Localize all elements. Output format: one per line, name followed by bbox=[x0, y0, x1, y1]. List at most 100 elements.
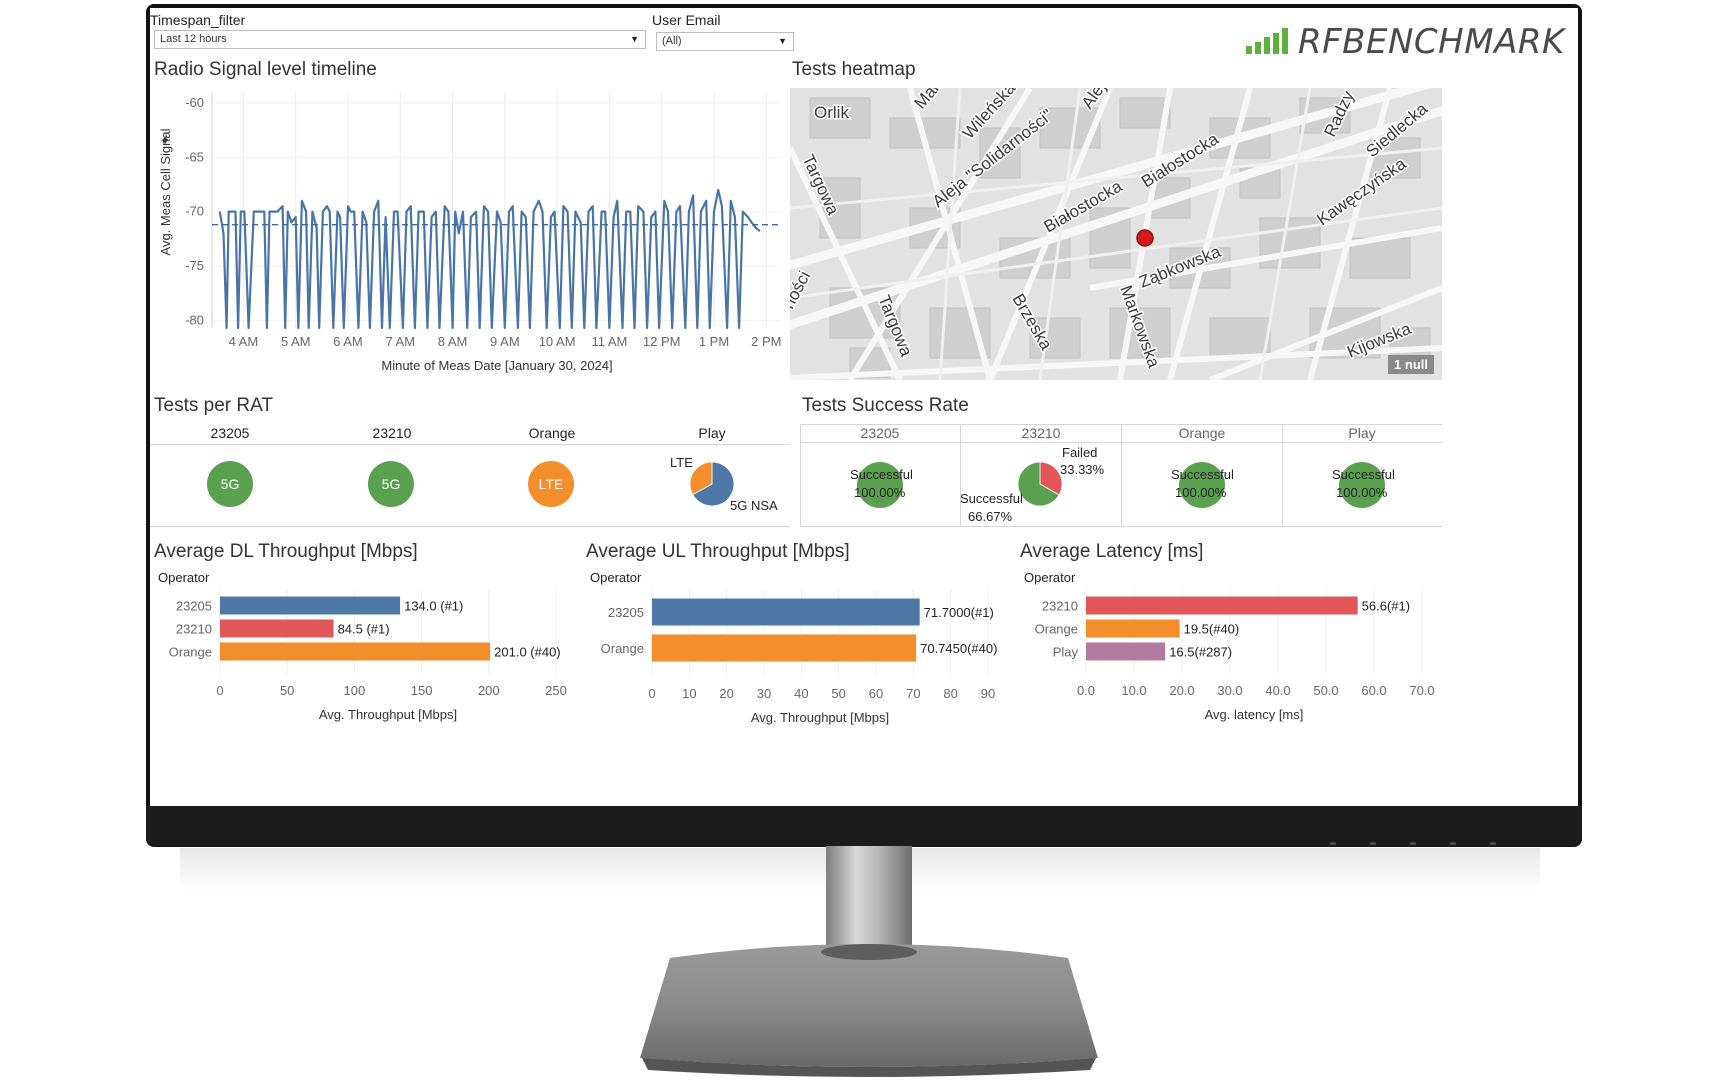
bar-value-label: 84.5 (#1) bbox=[338, 622, 390, 637]
heatmap-panel-title: Tests heatmap bbox=[792, 59, 916, 80]
y-tick-label: -80 bbox=[185, 312, 204, 327]
category-label: 23205 bbox=[608, 605, 644, 620]
bar-value-label: 70.7450(#40) bbox=[920, 641, 997, 656]
timespan-dropdown[interactable]: Last 12 hours ▼ bbox=[154, 30, 646, 49]
success-panel-title: Tests Success Rate bbox=[802, 395, 969, 416]
rat-header-23210: 23210 bbox=[372, 425, 412, 441]
x-tick-label: 5 AM bbox=[281, 334, 311, 349]
success-label-orange: Successful bbox=[1171, 467, 1234, 482]
bar-value-label: 16.5(#287) bbox=[1169, 645, 1232, 660]
x-tick-label: 50 bbox=[831, 686, 845, 701]
rat-pie-label-5g-nsa: 5G NSA bbox=[730, 498, 778, 513]
timespan-filter-label: Timespan_filter bbox=[150, 12, 246, 28]
rat-header-orange: Orange bbox=[528, 425, 576, 441]
city-block bbox=[1029, 317, 1081, 359]
bar bbox=[1086, 596, 1358, 615]
divider bbox=[800, 424, 801, 526]
x-tick-label: 60.0 bbox=[1361, 683, 1386, 698]
tests-heatmap-map[interactable]: Orlik Targowa Aleja "Solidarności" Wileńska… bbox=[790, 88, 1442, 380]
success-pie-play[interactable] bbox=[1339, 462, 1385, 508]
x-tick-label: 150 bbox=[411, 683, 433, 698]
rat-header-play: Play bbox=[698, 425, 726, 441]
logo-text: RFBENCHMARK bbox=[1298, 22, 1565, 62]
rat-pie-play[interactable] bbox=[689, 461, 735, 507]
y-tick-label: -60 bbox=[185, 95, 204, 110]
street bbox=[790, 146, 1442, 210]
signal-series-line bbox=[218, 188, 761, 330]
street bbox=[1208, 285, 1442, 380]
street bbox=[790, 105, 1442, 330]
category-label: 23210 bbox=[1042, 599, 1078, 614]
x-tick-label: 40.0 bbox=[1265, 683, 1290, 698]
success-value-play: 100.00% bbox=[1336, 485, 1388, 500]
category-label: Orange bbox=[169, 645, 212, 660]
chevron-down-icon: ▼ bbox=[778, 36, 787, 46]
x-axis-label: Avg. Throughput [Mbps] bbox=[751, 710, 889, 725]
latency-chart: Operator 0.0 10.0 20.0 30.0 40.0 50.0 60.0 70.0 2… bbox=[1024, 570, 1435, 722]
x-tick-label: 50.0 bbox=[1313, 683, 1338, 698]
success-pie-orange[interactable] bbox=[1179, 462, 1225, 508]
street bbox=[1038, 88, 1082, 380]
success-pie-23210[interactable] bbox=[1017, 461, 1063, 507]
divider bbox=[150, 526, 790, 527]
legend-title: Operator bbox=[1024, 570, 1076, 585]
bar bbox=[652, 634, 917, 662]
bar-value-label: 19.5(#40) bbox=[1184, 622, 1240, 637]
rat-header-23205: 23205 bbox=[210, 425, 250, 441]
street-label: Orlik bbox=[814, 103, 849, 122]
success-value-23210: 66.67% bbox=[968, 509, 1013, 524]
x-tick-label: 0.0 bbox=[1077, 683, 1095, 698]
street bbox=[987, 88, 1113, 380]
success-value-orange: 100.00% bbox=[1175, 485, 1227, 500]
signal-timeline-chart: -60 -65 -70 -75 -80 4 AM 5 AM 6 AM 7 AM 8 AM 9 AM 1… bbox=[158, 92, 782, 373]
signal-panel-title: Radio Signal level timeline bbox=[154, 59, 377, 80]
monitor-stand-neck bbox=[826, 846, 912, 954]
x-tick-label: 2 PM bbox=[751, 334, 781, 349]
legend-title: Operator bbox=[590, 570, 642, 585]
ul-throughput-chart: Operator 0 10 20 30 40 50 60 70 80 90 23205 71.7000(… bbox=[590, 570, 997, 725]
street bbox=[1307, 88, 1393, 380]
street bbox=[1167, 88, 1253, 380]
street bbox=[1089, 225, 1442, 291]
x-tick-label: 8 AM bbox=[438, 334, 468, 349]
x-tick-label: 12 PM bbox=[643, 334, 681, 349]
rat-dot-23210[interactable]: 5G bbox=[368, 461, 414, 507]
failed-value-23210: 33.33% bbox=[1060, 462, 1105, 477]
divider bbox=[150, 444, 790, 445]
user-email-dropdown[interactable]: (All) ▼ bbox=[656, 32, 794, 51]
category-label: Orange bbox=[601, 641, 644, 656]
dashboard-screen: Timespan_filter Last 12 hours ▼ User Ema… bbox=[150, 8, 1578, 806]
rat-dot-23205[interactable]: 5G bbox=[207, 461, 253, 507]
monitor-chin bbox=[146, 806, 1582, 846]
user-email-filter-label: User Email bbox=[652, 12, 721, 28]
monitor-button bbox=[1410, 842, 1416, 845]
x-tick-label: 50 bbox=[280, 683, 294, 698]
bar bbox=[220, 642, 491, 661]
city-block bbox=[809, 97, 871, 139]
divider bbox=[800, 526, 1442, 527]
x-tick-label: 0 bbox=[216, 683, 223, 698]
x-tick-label: 0 bbox=[648, 686, 655, 701]
x-tick-label: 10.0 bbox=[1121, 683, 1146, 698]
x-tick-label: 70 bbox=[906, 686, 920, 701]
category-label: Play bbox=[1053, 645, 1079, 660]
rat-dot-orange[interactable]: LTE bbox=[528, 461, 574, 507]
ul-panel-title: Average UL Throughput [Mbps] bbox=[586, 541, 850, 562]
rat-pie-label-lte: LTE bbox=[670, 455, 693, 470]
x-tick-label: 100 bbox=[344, 683, 366, 698]
x-tick-label: 20 bbox=[719, 686, 733, 701]
chevron-down-icon: ▼ bbox=[630, 34, 639, 44]
rfbenchmark-logo: RFBENCHMARK bbox=[1246, 18, 1564, 64]
pie-slice-successful bbox=[1017, 461, 1060, 507]
x-tick-label: 1 PM bbox=[699, 334, 729, 349]
rat-panel-title: Tests per RAT bbox=[154, 395, 273, 416]
pin-icon: ✦ bbox=[158, 134, 173, 145]
success-pie-23205[interactable] bbox=[857, 462, 903, 508]
x-tick-label: 200 bbox=[478, 683, 500, 698]
x-tick-label: 10 AM bbox=[539, 334, 576, 349]
street bbox=[1258, 88, 1312, 380]
street bbox=[790, 206, 1442, 300]
x-tick-label: 9 AM bbox=[490, 334, 520, 349]
x-tick-label: 10 bbox=[682, 686, 696, 701]
